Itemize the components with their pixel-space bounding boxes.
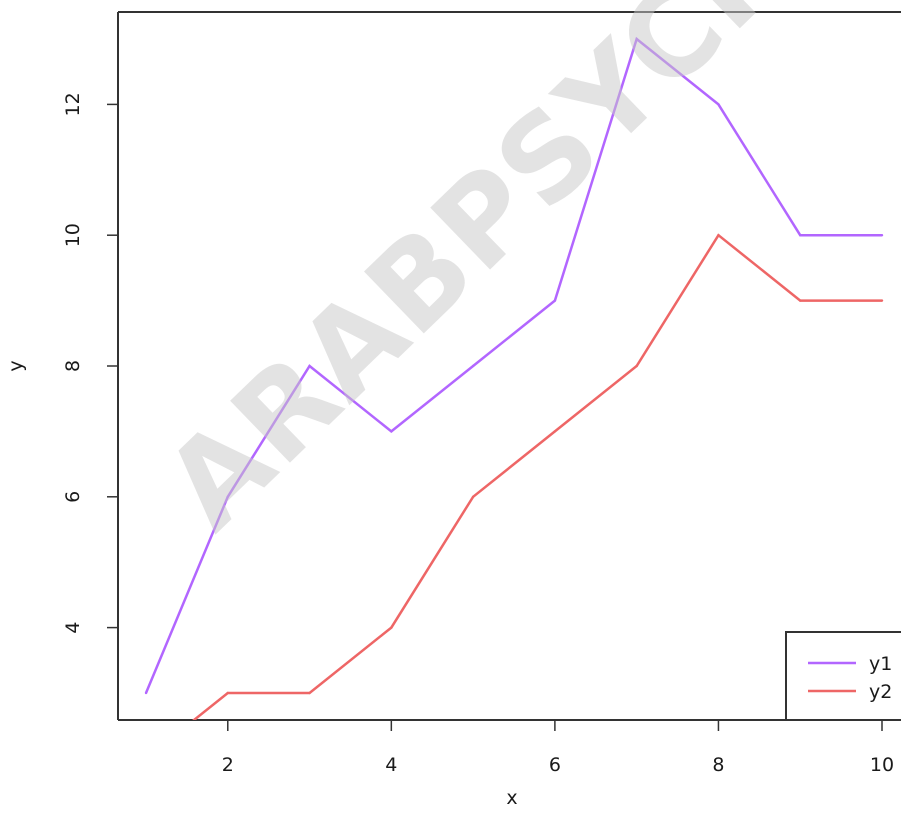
x-tick-label: 6 [549, 754, 561, 776]
data-point-y2 [226, 691, 229, 695]
data-point-y1 [308, 364, 311, 368]
data-point-y2 [799, 299, 802, 302]
data-point-y2 [390, 626, 393, 629]
data-point-y1 [880, 234, 884, 237]
data-point-y1 [553, 299, 557, 302]
data-point-y2 [880, 299, 884, 302]
x-tick-label: 8 [712, 754, 724, 776]
y-tick-label: 8 [62, 360, 84, 372]
data-point-y1 [226, 495, 229, 498]
data-point-y2 [308, 691, 311, 695]
data-point-y1 [144, 691, 148, 695]
data-point-y2 [145, 757, 147, 759]
data-point-y2 [635, 364, 638, 368]
legend-label-y2: y2 [869, 681, 892, 703]
data-point-y1 [390, 430, 393, 433]
x-tick-label: 2 [222, 754, 234, 776]
x-tick-label: 10 [870, 754, 894, 776]
legend: y1 y2 [785, 631, 901, 721]
y-tick-label: 10 [62, 223, 84, 247]
y-tick-label: 6 [62, 491, 84, 503]
y-tick-label: 4 [62, 622, 84, 634]
series-line-y1 [144, 36, 882, 694]
data-point-y1 [471, 364, 475, 368]
x-tick-label: 4 [385, 754, 397, 776]
data-point-y1 [799, 234, 802, 237]
series-line-y2 [192, 233, 882, 720]
legend-box [785, 631, 901, 721]
data-point-y2 [471, 495, 475, 498]
y-axis-label: y [5, 360, 27, 371]
legend-label-y1: y1 [869, 653, 892, 675]
series-layer [144, 36, 884, 759]
y-axis: 4 6 8 10 12 [62, 92, 118, 634]
data-point-y2 [553, 430, 557, 433]
data-point-y1 [635, 37, 638, 41]
y-tick-label: 12 [62, 92, 84, 116]
data-point-y1 [717, 103, 720, 106]
x-axis-label: x [506, 787, 517, 809]
data-point-y2 [717, 234, 720, 237]
x-axis: 2 4 6 8 10 [222, 720, 894, 776]
watermark-text: ARABPSYCH [139, 0, 824, 555]
